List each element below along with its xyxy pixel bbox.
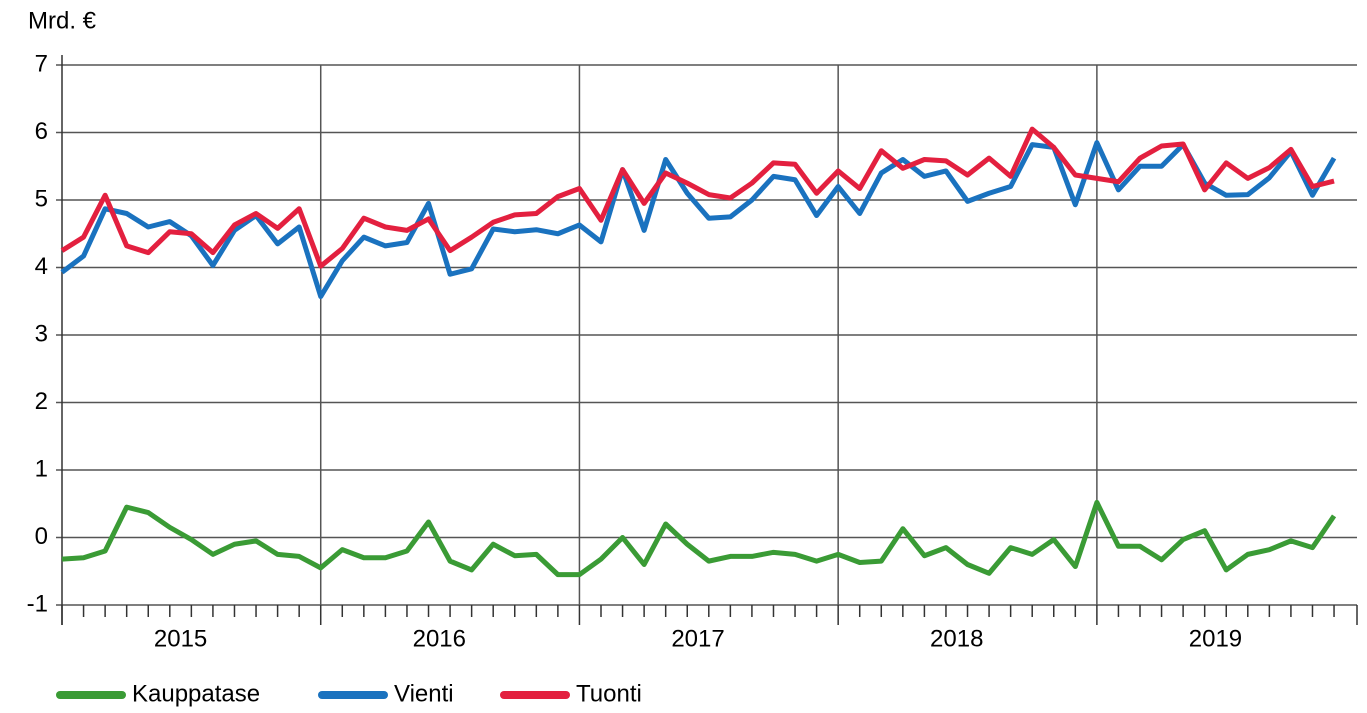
y-tick-label: 1 [35,455,48,482]
data-line [60,140,1337,300]
x-tick-label: 2018 [930,625,983,652]
data-line [60,126,1335,269]
legend-label: Kauppatase [132,680,260,707]
legend-label: Tuonti [576,680,642,707]
y-axis-label: Mrd. € [28,7,97,34]
y-tick-label: 2 [35,388,48,415]
legend-label: Vienti [394,680,454,707]
x-tick-label: 2019 [1189,625,1242,652]
y-tick-label: -1 [27,590,48,617]
x-tick-label: 2017 [671,625,724,652]
x-tick-label: 2015 [154,625,207,652]
y-tick-label: 7 [35,50,48,77]
y-tick-label: 0 [35,523,48,550]
data-line [61,499,1337,578]
y-tick-label: 4 [35,253,48,280]
y-tick-label: 5 [35,185,48,212]
y-tick-label: 6 [35,118,48,145]
x-tick-label: 2016 [413,625,466,652]
y-tick-label: 3 [35,320,48,347]
